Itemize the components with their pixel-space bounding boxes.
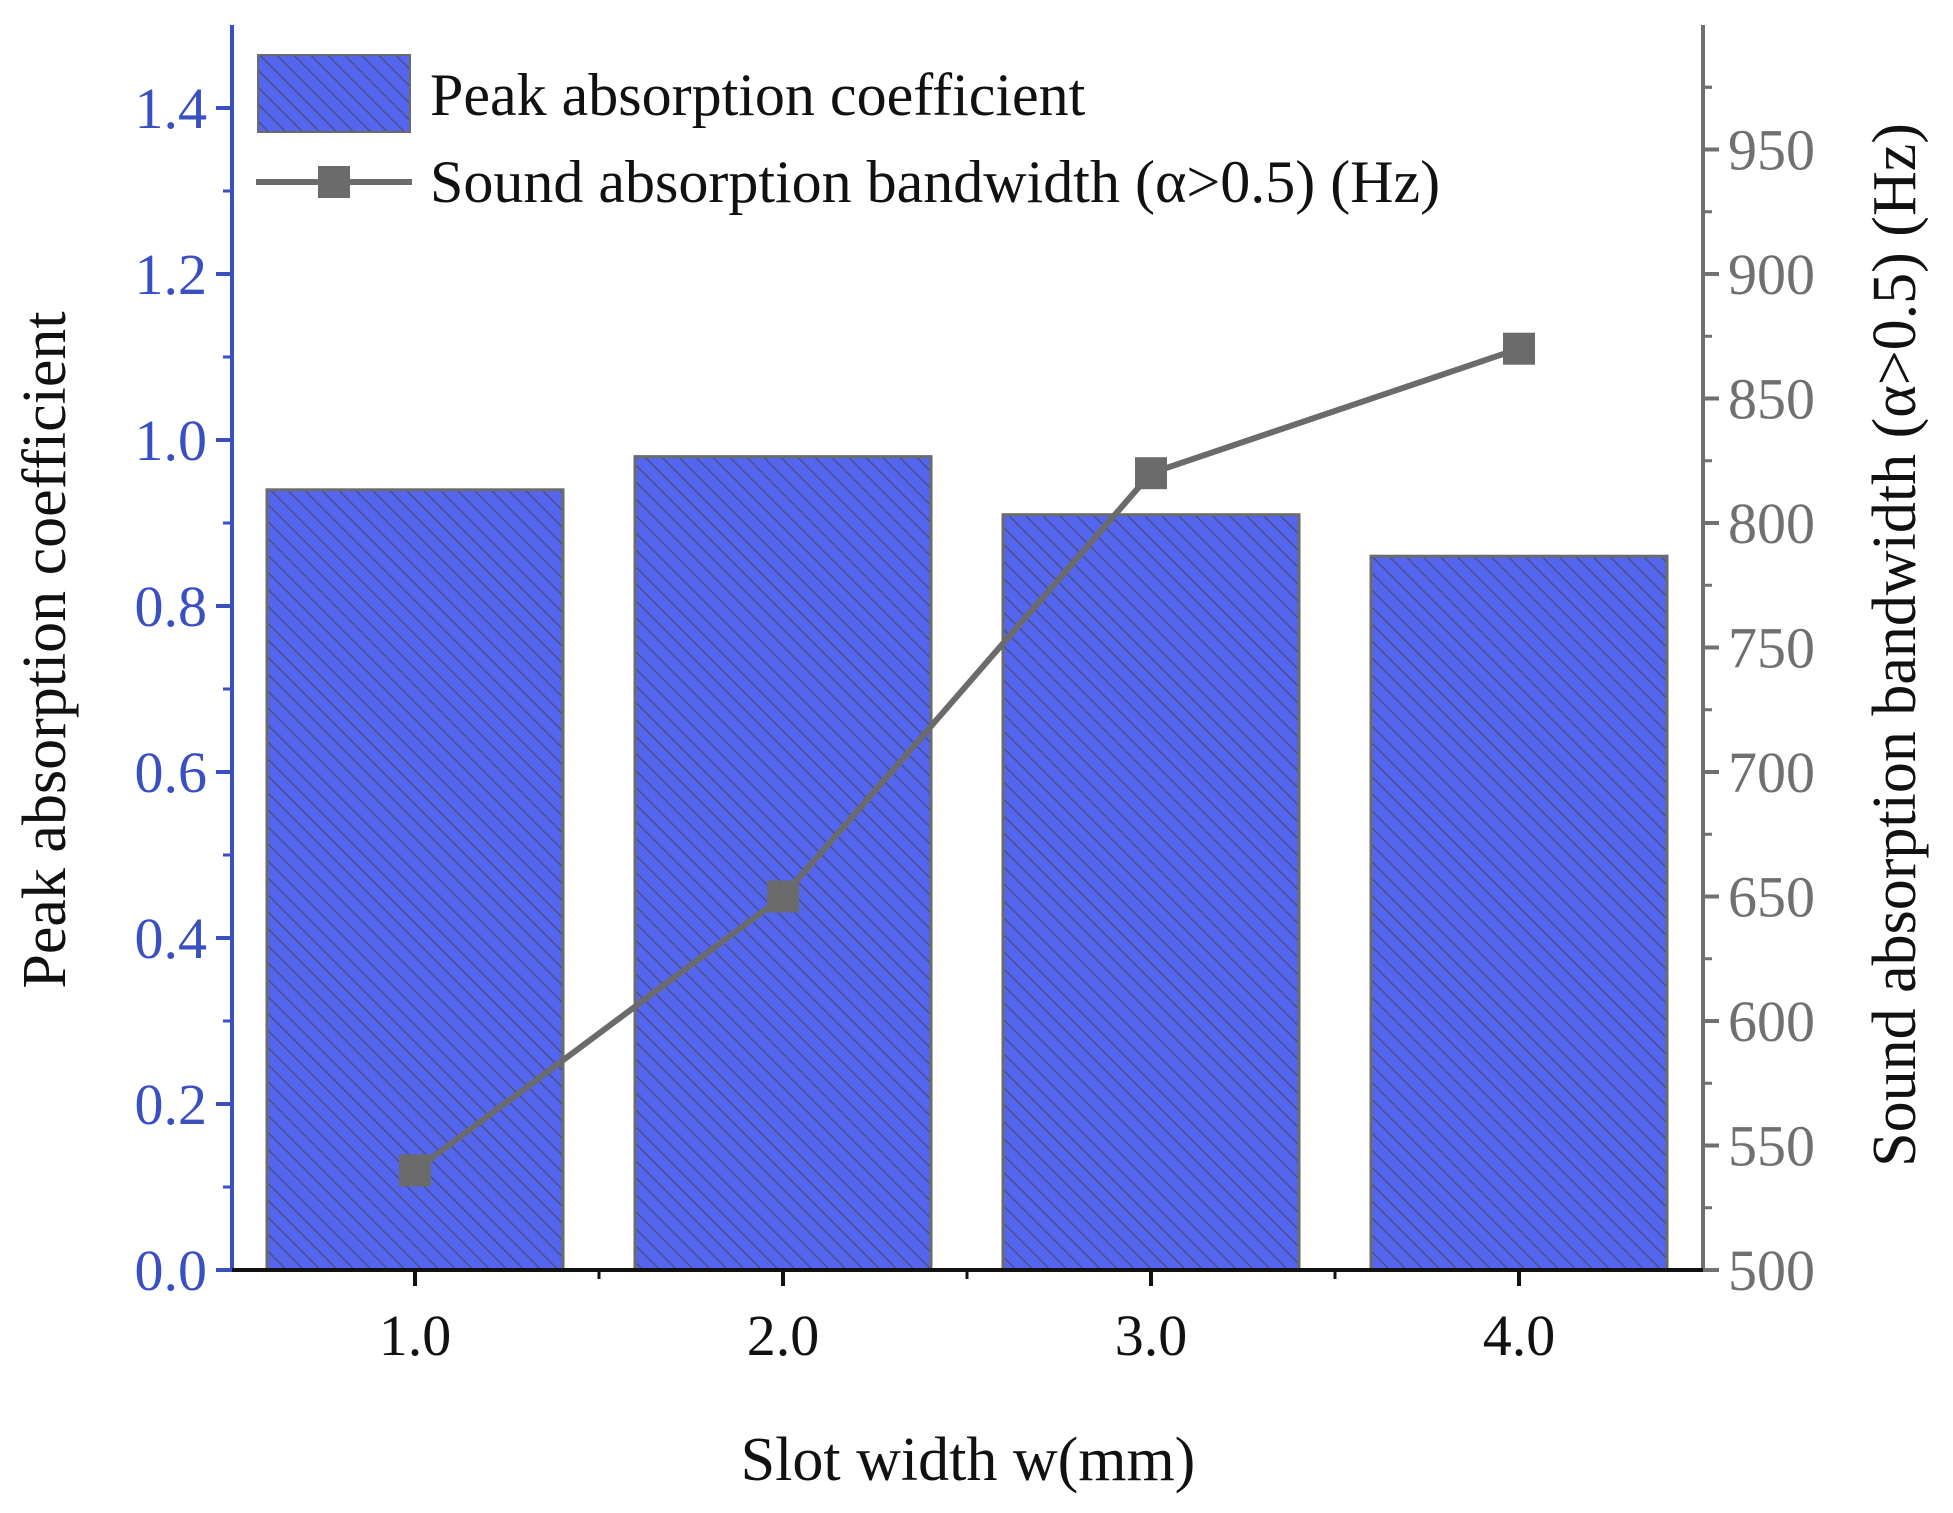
x-tick-label: 4.0: [1483, 1303, 1556, 1368]
legend-bar-swatch: [257, 54, 411, 133]
y2-tick-label: 950: [1728, 118, 1815, 183]
bar-3.0: [1001, 513, 1301, 1272]
y2-tick-label: 600: [1728, 989, 1815, 1054]
bar-2.0: [633, 455, 933, 1272]
bar-4.0: [1369, 554, 1669, 1272]
legend-line-marker: [318, 166, 350, 198]
y2-tick-label: 850: [1728, 367, 1815, 432]
y2-tick-label: 750: [1728, 616, 1815, 681]
axes-layer: 0.0 0.2 0.4 0.6 0.8 1.0 1.2 1.4 500 550 600 650 700 7…: [135, 25, 1815, 1368]
y-tick-label: 0.4: [135, 906, 208, 971]
y-tick-label: 0.2: [135, 1072, 208, 1137]
y-tick-label: 1.0: [135, 408, 208, 473]
y2-tick-label: 500: [1728, 1238, 1815, 1303]
legend: Peak absorption coefficient Sound absorp…: [256, 54, 1440, 215]
y-tick-label: 0.0: [135, 1238, 208, 1303]
y-tick-label: 0.8: [135, 574, 208, 639]
y-axis-title: Peak absorption coefficient: [11, 311, 79, 988]
bandwidth-point-3.0: [1135, 457, 1167, 490]
legend-bar-label: Peak absorption coefficient: [430, 62, 1086, 128]
y2-tick-label: 700: [1728, 740, 1815, 805]
x-tick-label: 2.0: [747, 1303, 820, 1368]
y2-tick-label: 900: [1728, 242, 1815, 307]
y2-tick-label: 650: [1728, 865, 1815, 930]
x-tick-label: 1.0: [379, 1303, 452, 1368]
y2-tick-label: 550: [1728, 1114, 1815, 1179]
bar-1.0: [265, 488, 565, 1272]
bandwidth-point-4.0: [1503, 332, 1535, 365]
y2-axis-title: Sound absorption bandwidth (α>0.5) (Hz): [1861, 123, 1929, 1167]
bandwidth-point-2.0: [767, 880, 799, 913]
y-tick-label: 1.4: [135, 76, 208, 141]
y-tick-label: 0.6: [135, 740, 208, 805]
bars-layer: [265, 455, 1669, 1272]
x-axis-title: Slot width w(mm): [741, 1426, 1196, 1494]
legend-line-label: Sound absorption bandwidth (α>0.5) (Hz): [430, 149, 1440, 215]
y-tick-label: 1.2: [135, 242, 208, 307]
line-layer: [399, 332, 1535, 1187]
bandwidth-line: [413, 345, 1520, 1173]
y2-tick-label: 800: [1728, 491, 1815, 556]
x-tick-label: 3.0: [1115, 1303, 1188, 1368]
bandwidth-point-1.0: [399, 1154, 431, 1187]
